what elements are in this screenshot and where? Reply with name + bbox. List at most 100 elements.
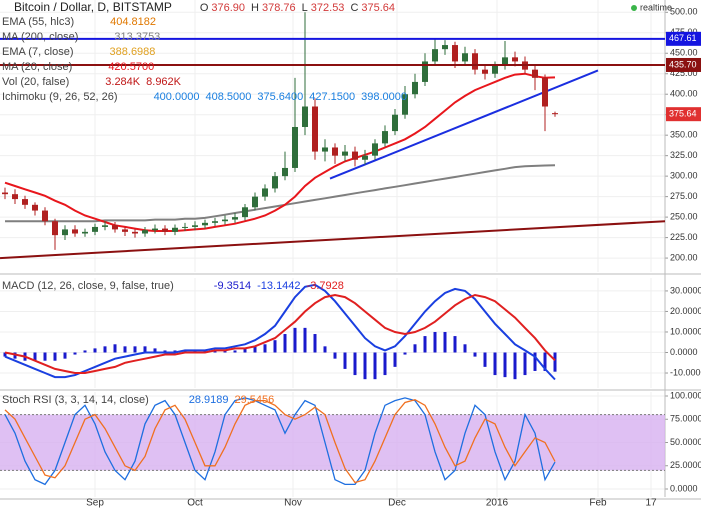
legend-value: 29.5456 (235, 394, 275, 406)
candle-body (382, 131, 388, 144)
candle-body (312, 106, 318, 152)
y-tick-label: 50.0000 (670, 437, 701, 447)
histogram-bar (93, 348, 97, 353)
histogram-bar (343, 352, 347, 369)
histogram-bar (43, 352, 47, 361)
legend-name: EMA (55, hlc3) (2, 16, 74, 28)
candle-body (22, 199, 28, 205)
y-tick-label: -10.0000 (670, 367, 701, 377)
candle-body (462, 53, 468, 62)
ohlc-name: H (251, 2, 259, 14)
histogram-bar (433, 331, 437, 353)
histogram-bar (323, 346, 327, 353)
ohlc-value: 376.90 (211, 2, 245, 14)
x-tick-label: 2016 (486, 498, 509, 508)
candle-body (282, 167, 288, 177)
y-tick-label: 275.00 (670, 191, 698, 201)
histogram-bar (483, 352, 487, 367)
candle-body (372, 143, 378, 156)
candle-body (62, 229, 68, 236)
legend-value: 408.5000 (205, 91, 251, 103)
x-tick-label: Nov (284, 498, 302, 508)
candle-body (72, 229, 78, 234)
histogram-bar (273, 340, 277, 353)
candle-body (162, 228, 168, 232)
histogram-bar (243, 348, 247, 353)
histogram-bar (163, 350, 167, 353)
candle-body (552, 113, 558, 115)
histogram-bar (123, 346, 127, 353)
histogram-bar (283, 334, 287, 353)
legend-name: MA (20, close) (2, 61, 72, 73)
chart-title: Bitcoin / Dollar, D, BITSTAMP (14, 0, 172, 14)
histogram-bar (423, 336, 427, 353)
candle-body (502, 57, 508, 66)
x-tick-label: Dec (388, 498, 406, 508)
candle-body (412, 81, 418, 95)
ohlc-value: 378.76 (262, 2, 296, 14)
histogram-bar (413, 344, 417, 353)
price-label-box (666, 57, 701, 72)
legend-name: MACD (12, 26, close, 9, false, true) (2, 280, 174, 292)
legend-value: 8.962K (146, 76, 182, 88)
y-tick-label: 300.00 (670, 171, 698, 181)
candle-body (102, 225, 108, 227)
candle-body (482, 69, 488, 74)
y-tick-label: 225.00 (670, 232, 698, 242)
candle-body (112, 225, 118, 230)
candle-body (212, 221, 218, 223)
candle-body (262, 188, 268, 197)
histogram-bar (63, 352, 67, 359)
histogram-bar (473, 352, 477, 357)
candle-body (272, 176, 278, 189)
histogram-bar (233, 350, 237, 353)
x-tick-label: Feb (589, 498, 607, 508)
histogram-bar (33, 352, 37, 361)
histogram-bar (533, 352, 537, 371)
legend-name: Ichimoku (9, 26, 52, 26) (2, 91, 118, 103)
candle-body (442, 45, 448, 50)
legend-value: 28.9189 (189, 394, 229, 406)
price-label-box (666, 107, 701, 122)
candle-body (242, 207, 248, 218)
y-tick-label: 100.0000 (670, 390, 701, 400)
histogram-bar (73, 352, 77, 355)
histogram-bar (403, 352, 407, 355)
y-tick-label: 20.0000 (670, 306, 701, 316)
y-tick-label: 30.0000 (670, 285, 701, 295)
legend-value: -3.7928 (307, 280, 344, 292)
y-tick-label: 325.00 (670, 150, 698, 160)
histogram-bar (363, 352, 367, 380)
legend-value: 427.1500 (309, 91, 355, 103)
candle-body (142, 230, 148, 234)
ohlc-name: L (302, 2, 308, 14)
histogram-bar (513, 352, 517, 380)
histogram-bar (153, 348, 157, 353)
y-tick-label: 0.0000 (670, 483, 698, 493)
price-label: 467.61 (669, 33, 697, 43)
legend-value: 420.5700 (108, 61, 154, 73)
histogram-bar (373, 352, 377, 380)
candle-body (202, 222, 208, 226)
histogram-bar (13, 352, 17, 359)
status: realtime (640, 2, 672, 12)
candle-body (232, 217, 238, 220)
histogram-bar (353, 352, 357, 376)
candle-body (432, 49, 438, 62)
ohlc-name: C (350, 2, 358, 14)
ohlc-value: 372.53 (311, 2, 345, 14)
histogram-bar (553, 352, 557, 372)
histogram-bar (293, 327, 297, 353)
candle-body (322, 147, 328, 152)
histogram-bar (133, 346, 137, 353)
candle-body (2, 192, 8, 195)
histogram-bar (523, 352, 527, 376)
candle-body (12, 194, 18, 200)
y-tick-label: 350.00 (670, 130, 698, 140)
histogram-bar (113, 344, 117, 353)
candle-body (332, 147, 338, 156)
histogram-bar (503, 352, 507, 378)
histogram-bar (203, 350, 207, 353)
histogram-bar (383, 352, 387, 376)
